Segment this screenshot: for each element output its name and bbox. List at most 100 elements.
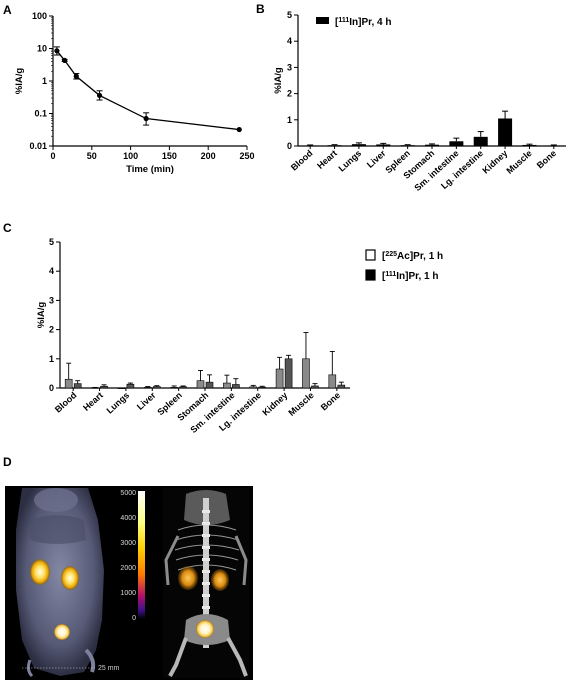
legend-label-ac225: [225Ac]Pr, 1 h [382, 251, 443, 263]
x-tick-label: 150 [162, 151, 177, 161]
colorbar-gradient [138, 491, 145, 619]
x-tick-label: Bone [319, 390, 342, 412]
scale-label: 25 mm [98, 665, 120, 672]
chart-a: 0.01 0.1 1 10 100 0 50 100 150 200 250 Time (min) %I… [14, 11, 255, 175]
y-axis-label: %IA/g [14, 68, 25, 95]
bar-series-1 [170, 387, 178, 389]
colorbar-tick-label: 4000 [120, 515, 136, 522]
x-tick-label: Heart [315, 148, 339, 171]
y-tick-label: 1 [42, 76, 47, 86]
pet-ct-coronal: 25 mm [16, 488, 120, 678]
bar-series-1 [275, 368, 284, 389]
y-tick-label: 3 [49, 295, 54, 305]
x-tick-label: Heart [81, 390, 105, 413]
imaging-panel: 25 mm 5000 4000 3000 2000 1000 0 [5, 486, 253, 680]
colorbar: 5000 4000 3000 2000 1000 0 [120, 490, 145, 622]
x-tick-label: Muscle [286, 390, 315, 418]
bar [546, 145, 561, 147]
y-tick-label: 0.1 [34, 109, 47, 119]
y-tick-label: 5 [49, 237, 54, 247]
legend-swatch-ac225 [365, 249, 376, 261]
x-tick-label: 200 [201, 151, 216, 161]
bar [498, 118, 513, 146]
bar [351, 144, 366, 146]
x-tick-label: Kidney [480, 148, 509, 176]
bar [425, 144, 439, 146]
bar-series-1 [223, 382, 231, 389]
bar-series-2 [232, 384, 240, 389]
y-tick-label: 0.01 [29, 141, 47, 151]
y-tick-label: 1 [49, 354, 54, 364]
bar [400, 145, 415, 147]
bar-series-1 [143, 387, 152, 389]
bar-series-1 [64, 378, 73, 389]
x-tick-label: Liver [135, 390, 158, 412]
data-point [236, 126, 242, 133]
x-tick-label: Blood [289, 148, 315, 172]
colorbar-tick-label: 0 [132, 615, 136, 622]
bar-series-2 [100, 385, 108, 389]
bar-series-2 [152, 386, 161, 389]
bar-series-2 [205, 381, 214, 389]
x-tick-label: 100 [123, 151, 138, 161]
bar [303, 145, 318, 147]
y-tick-label: 5 [287, 10, 292, 20]
bar-series-1 [302, 358, 310, 389]
y-tick-label: 2 [49, 325, 54, 335]
legend-swatch-in111 [365, 269, 376, 281]
panel-letter-a: A [3, 3, 12, 17]
bar-series-2 [311, 385, 319, 389]
colorbar-tick-label: 5000 [120, 490, 136, 497]
legend-swatch [316, 17, 329, 24]
colorbar-tick-label: 3000 [120, 540, 136, 547]
data-point [143, 115, 149, 122]
y-tick-label: 3 [287, 62, 292, 72]
x-axis-label: Time (min) [126, 164, 174, 175]
bar-series-2 [284, 358, 293, 389]
bar [327, 145, 342, 147]
bar-series-1 [249, 386, 258, 389]
y-tick-label: 4 [287, 36, 292, 46]
panel-letter-c: C [3, 221, 12, 235]
panel-letter-b: B [256, 2, 265, 16]
bar-series-2 [179, 386, 187, 389]
colorbar-tick-label: 1000 [120, 590, 136, 597]
y-tick-label: 2 [287, 89, 292, 99]
legend-label-in111: [111In]Pr, 1 h [382, 271, 439, 283]
pet-ct-3d-render [163, 488, 249, 678]
y-tick-label: 10 [37, 44, 47, 54]
y-tick-label: 0 [49, 383, 54, 393]
y-tick-label: 100 [32, 11, 47, 21]
colorbar-ticks: 5000 4000 3000 2000 1000 0 [120, 490, 136, 622]
legend-label: [111In]Pr, 4 h [335, 17, 392, 29]
x-tick-label: Muscle [504, 148, 533, 176]
bar-series-2 [337, 384, 346, 389]
x-tick-label: 250 [239, 151, 254, 161]
bar-series-1 [196, 380, 205, 389]
x-tick-label: 0 [50, 151, 55, 161]
x-tick-label: Lungs [104, 390, 131, 415]
x-tick-label: Lungs [336, 148, 363, 173]
bar [473, 136, 488, 146]
data-point [62, 57, 68, 64]
y-tick-label: 0 [287, 141, 292, 151]
y-tick-label: 1 [287, 115, 292, 125]
y-axis-label: %IA/g [36, 302, 47, 329]
x-tick-label: Blood [53, 390, 79, 414]
bar [449, 141, 464, 146]
bar-series-2 [126, 383, 135, 389]
bar [522, 144, 537, 146]
panel-letter-d: D [3, 455, 12, 469]
data-point [96, 92, 103, 99]
y-axis-label: %IA/g [273, 67, 284, 94]
x-tick-label: 50 [87, 151, 97, 161]
y-tick-label: 4 [49, 266, 54, 276]
data-point [54, 48, 60, 54]
bar-series-1 [328, 374, 337, 389]
colorbar-tick-label: 2000 [120, 565, 136, 572]
x-tick-label: Kidney [260, 390, 289, 418]
bar [376, 144, 391, 146]
data-point [73, 73, 79, 79]
